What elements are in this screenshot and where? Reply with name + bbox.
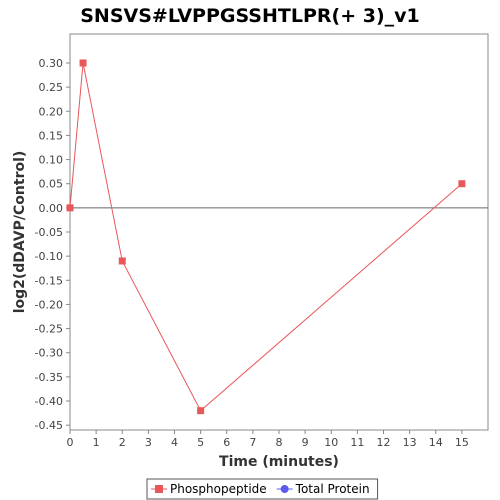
y-tick-label: 0.00 (39, 202, 64, 215)
y-tick-label: -0.40 (35, 395, 63, 408)
y-tick-label: 0.25 (39, 81, 64, 94)
x-tick-label: 15 (455, 436, 469, 449)
plot-frame (69, 33, 489, 431)
x-tick-label: 8 (276, 436, 283, 449)
x-tick-label: 2 (119, 436, 126, 449)
x-tick-label: 7 (249, 436, 256, 449)
data-point (458, 180, 466, 188)
y-tick-label: -0.20 (35, 298, 63, 311)
y-tick-label: -0.45 (35, 419, 63, 432)
legend-items: Phosphopeptide Total Protein (151, 482, 370, 496)
y-tick-label: -0.15 (35, 274, 63, 287)
y-tick-label: -0.30 (35, 347, 63, 360)
legend-box (146, 478, 379, 500)
x-tick-label: 0 (67, 436, 74, 449)
y-axis-label: log2(dDAVP/Control) (12, 151, 28, 314)
legend-label: Total Protein (295, 482, 370, 496)
x-tick-label: 14 (429, 436, 443, 449)
x-tick-label: 11 (350, 436, 364, 449)
data-point (66, 204, 74, 212)
x-tick-label: 10 (324, 436, 338, 449)
y-tick-label: -0.35 (35, 371, 63, 384)
chart-title: SNSVS#LVPPGSSHTLPR(+ 3)_v1 (80, 5, 420, 27)
x-tick-label: 12 (377, 436, 391, 449)
legend-item: Phosphopeptide (151, 482, 267, 496)
plot-area: 0.30 0.25 0.20 0.15 0.10 0.05 0.00 -0.05 -0.10 -0… (35, 33, 489, 449)
y-tick-label: -0.10 (35, 250, 63, 263)
x-tick-label: 5 (197, 436, 204, 449)
data-point (79, 59, 87, 67)
data-point (197, 407, 205, 415)
x-tick-label: 6 (223, 436, 230, 449)
x-tick-label: 4 (171, 436, 178, 449)
y-tick-label: 0.20 (39, 105, 64, 118)
legend-label: Phosphopeptide (170, 482, 267, 496)
legend-item: Total Protein (276, 482, 370, 496)
x-tick-label: 1 (93, 436, 100, 449)
x-tick-label: 13 (403, 436, 417, 449)
y-tick-label: 0.05 (39, 178, 64, 191)
y-tick-label: 0.30 (39, 57, 64, 70)
legend: Phosphopeptide Total Protein (146, 478, 379, 500)
data-point (118, 257, 126, 265)
x-axis-label: Time (minutes) (219, 454, 339, 470)
legend-marker (280, 485, 289, 493)
legend-marker (155, 485, 163, 493)
y-tick-label: 0.15 (39, 129, 64, 142)
x-axis-ticks: 0 1 2 3 4 5 6 7 8 9 10 11 12 13 14 15 (67, 430, 469, 449)
x-tick-label: 9 (302, 436, 309, 449)
y-tick-label: -0.25 (35, 323, 63, 336)
x-tick-label: 3 (145, 436, 152, 449)
y-tick-label: 0.10 (39, 154, 64, 167)
series-layer (66, 59, 466, 415)
y-tick-label: -0.05 (35, 226, 63, 239)
y-axis-ticks: 0.30 0.25 0.20 0.15 0.10 0.05 0.00 -0.05 -0.10 -0… (35, 57, 70, 432)
